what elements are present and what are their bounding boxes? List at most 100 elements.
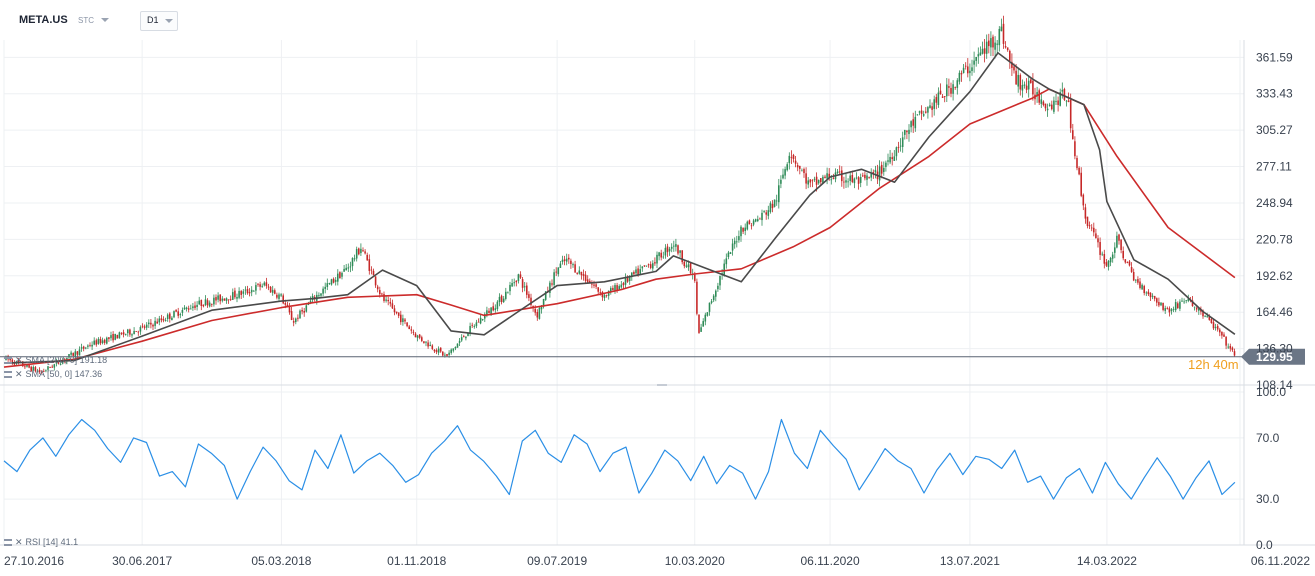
candle-body (1086, 216, 1089, 226)
candle-body (967, 66, 969, 74)
candle-body (135, 331, 137, 332)
candle-body (1139, 281, 1141, 288)
close-icon[interactable]: ✕ (15, 355, 23, 365)
candle-body (408, 326, 410, 330)
candle-body (654, 262, 656, 264)
pane-resize-handle[interactable] (657, 384, 667, 386)
candle-body (559, 263, 562, 268)
candle-body (51, 366, 53, 368)
close-icon[interactable]: ✕ (15, 369, 23, 379)
candle-body (72, 353, 74, 356)
menu-icon[interactable] (4, 371, 12, 379)
candle-body (1128, 261, 1131, 266)
candle-body (200, 300, 203, 306)
candle-body (351, 258, 354, 267)
rsi-legend[interactable]: ✕ RSI [14] 41.1 (4, 537, 78, 548)
candle-body (507, 292, 509, 294)
candle-body (582, 274, 585, 276)
candle-body (1002, 23, 1005, 44)
candle-body (897, 147, 900, 148)
sma50-legend[interactable]: ✕ SMA [50, 0] 147.36 (4, 369, 102, 380)
candle-body (1198, 308, 1200, 311)
candle-body (101, 340, 104, 344)
candle-body (960, 73, 963, 75)
candle-body (925, 111, 927, 113)
candle-body (740, 226, 742, 237)
price-tick-label: 333.43 (1256, 87, 1293, 101)
candle-body (1111, 254, 1114, 259)
candle-body (376, 286, 379, 290)
candle-body (171, 317, 173, 321)
candle-body (492, 306, 494, 311)
candle-body (1149, 292, 1152, 298)
price-tick-label: 164.46 (1256, 305, 1293, 319)
candle-body (780, 179, 782, 184)
candle-body (244, 289, 247, 291)
candle-body (1097, 238, 1099, 243)
candle-body (826, 173, 828, 179)
candle-body (259, 284, 261, 287)
candle-body (320, 293, 322, 296)
candle-body (952, 84, 954, 94)
candle-body (288, 306, 291, 313)
sma200-line (3, 88, 1236, 368)
price-tick-label: 108.14 (1256, 378, 1293, 392)
candle-body (765, 212, 767, 215)
candle-body (595, 284, 597, 287)
candle-body (1153, 295, 1156, 299)
candle-body (1204, 316, 1206, 318)
candle-body (1212, 322, 1215, 329)
candle-body (656, 254, 658, 264)
menu-icon[interactable] (4, 357, 12, 365)
candle-body (941, 96, 944, 98)
candle-body (30, 366, 32, 371)
candle-body (85, 347, 87, 349)
candle-body (114, 333, 116, 340)
candle-body (540, 306, 543, 310)
candles (5, 15, 1236, 374)
menu-icon[interactable] (4, 539, 12, 547)
candle-body (1114, 247, 1116, 253)
time-tick-label: 14.03.2022 (1077, 554, 1137, 568)
candle-body (22, 361, 24, 367)
candle-body (922, 114, 925, 116)
timeframe-select[interactable]: D1 (140, 11, 178, 31)
candle-body (1055, 101, 1057, 102)
candle-body (185, 307, 188, 309)
candle-body (148, 322, 150, 325)
candle-body (211, 303, 213, 305)
candle-body (454, 346, 457, 349)
candle-body (448, 352, 450, 355)
candle-body (635, 269, 637, 274)
candle-body (1145, 292, 1148, 294)
candle-body (1000, 26, 1003, 32)
candle-body (103, 339, 106, 343)
candle-body (366, 254, 368, 261)
candle-body (61, 360, 64, 364)
sma200-legend[interactable]: ✕ SMA [200, 0] 191.18 (4, 355, 107, 366)
rsi-tick-label: 100.0 (1256, 385, 1286, 399)
candle-body (240, 291, 242, 295)
candle-body (404, 319, 406, 322)
candle-body (763, 211, 765, 212)
candle-body (175, 309, 177, 312)
price-tick-label: 192.62 (1256, 269, 1293, 283)
candle-body (891, 157, 893, 160)
candle-body (1181, 300, 1183, 302)
symbol-chevron-down-icon[interactable] (101, 18, 109, 22)
candle-body (1231, 347, 1234, 351)
candle-body (975, 56, 977, 61)
time-tick-label: 06.11.2020 (800, 554, 859, 568)
close-icon[interactable]: ✕ (15, 537, 23, 547)
candle-body (498, 296, 501, 302)
candle-body (805, 173, 807, 184)
candle-body (885, 162, 887, 167)
symbol-label[interactable]: META.US (19, 14, 68, 26)
candle-body (106, 337, 108, 344)
candle-body (591, 283, 593, 285)
candle-body (1023, 84, 1026, 86)
candle-body (370, 269, 373, 271)
candle-body (1187, 298, 1190, 301)
candle-body (1084, 207, 1087, 219)
